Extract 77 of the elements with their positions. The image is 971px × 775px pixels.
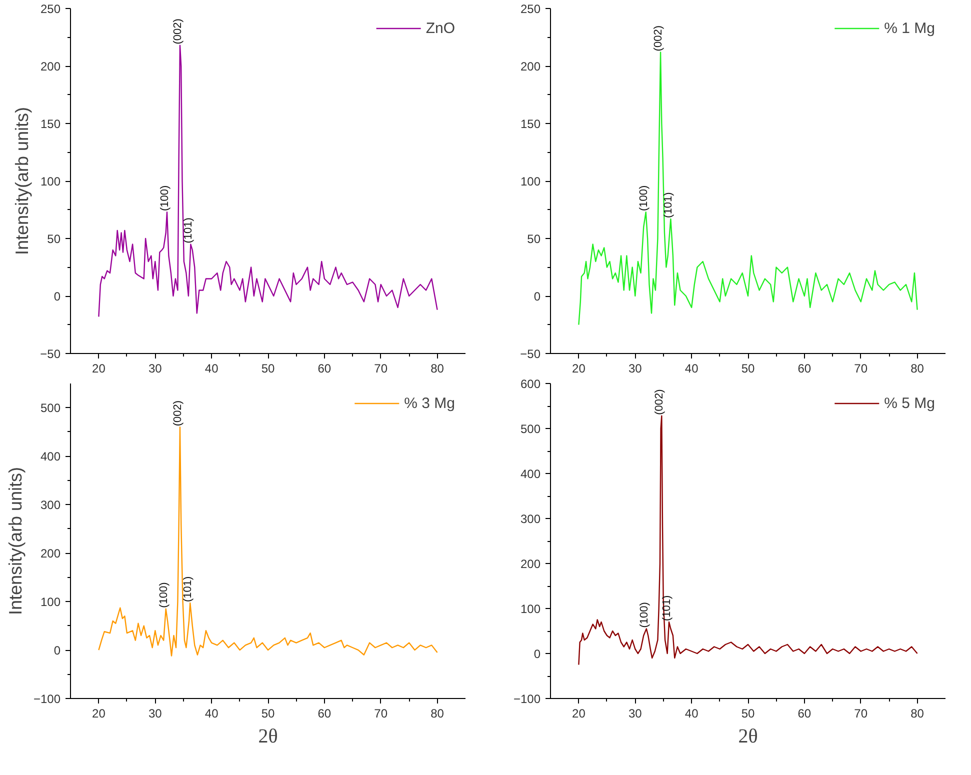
x-tick-label: 30 [628, 362, 642, 376]
x-tick-label: 50 [741, 706, 755, 720]
annotation: (100) [158, 185, 171, 212]
x-tick-label: 20 [92, 706, 106, 720]
x-tick-label: 40 [204, 362, 219, 376]
x-tick-label: 50 [741, 362, 755, 376]
annotation: (002) [172, 400, 184, 426]
x-tick-label: 40 [684, 706, 699, 720]
y-tick-label: 400 [520, 467, 541, 481]
x-tick-label: 70 [374, 706, 388, 720]
legend-label: % 5 Mg [884, 394, 935, 412]
x-tick-label: 30 [148, 706, 162, 720]
y-tick-label: 150 [40, 117, 61, 131]
x-axis-title: 2θ [258, 726, 278, 748]
annotation: (002) [654, 389, 666, 415]
y-tick-label: 500 [520, 422, 541, 436]
y-tick-label: 0 [534, 647, 541, 661]
x-tick-label: 80 [910, 362, 924, 376]
annotation: (100) [638, 602, 650, 628]
y-tick-label: 200 [520, 60, 541, 74]
x-tick-label: 70 [854, 362, 868, 376]
legend-label: % 1 Mg [884, 20, 935, 36]
y-tick-label: 600 [520, 377, 541, 391]
y-tick-label: 0 [54, 290, 61, 304]
y-tick-label: 0 [534, 290, 541, 304]
x-tick-label: 70 [374, 362, 388, 376]
x-tick-label: 20 [572, 362, 586, 376]
annotation: (101) [182, 576, 194, 602]
y-tick-label: 300 [40, 498, 61, 512]
x-tick-label: 80 [430, 362, 444, 376]
y-tick-label: 250 [520, 2, 541, 16]
x-tick-label: 60 [318, 362, 332, 376]
x-tick-label: 40 [684, 362, 699, 376]
x-tick-label: 20 [572, 706, 586, 720]
y-tick-label: 100 [40, 595, 61, 610]
y-tick-label: −50 [40, 347, 61, 361]
y-tick-label: 100 [40, 174, 61, 188]
y-tick-label: 100 [520, 602, 541, 616]
y-tick-label: 200 [520, 557, 541, 571]
annotation: (101) [661, 595, 673, 621]
legend-label: ZnO [426, 20, 455, 36]
legend-label: % 3 Mg [404, 394, 455, 412]
y-axis-title: Intensity(arb units) [5, 466, 26, 616]
x-tick-label: 30 [148, 362, 162, 376]
x-tick-label: 50 [261, 362, 275, 376]
y-tick-label: −100 [33, 692, 61, 706]
x-axis-title: 2θ [738, 726, 758, 748]
x-tick-label: 60 [798, 362, 812, 376]
x-tick-label: 80 [910, 706, 924, 720]
y-tick-label: 250 [40, 2, 61, 16]
y-tick-label: 150 [520, 117, 541, 131]
x-tick-label: 60 [798, 706, 812, 720]
annotation: (100) [158, 582, 170, 608]
annotation: (100) [638, 185, 650, 212]
x-tick-label: 50 [261, 706, 275, 720]
x-tick-label: 60 [318, 706, 332, 720]
y-axis-title: Intensity(arb units) [12, 106, 32, 256]
y-tick-label: −50 [520, 347, 541, 361]
annotation: (101) [662, 192, 675, 218]
x-tick-label: 70 [854, 706, 868, 720]
y-tick-label: 500 [40, 401, 61, 416]
annotation: (002) [172, 18, 184, 44]
annotation: (002) [652, 26, 665, 52]
y-tick-label: 200 [40, 60, 61, 74]
y-tick-label: 200 [40, 546, 61, 561]
y-tick-label: 100 [520, 174, 541, 188]
annotation: (101) [182, 218, 195, 244]
y-tick-label: 50 [527, 232, 541, 246]
x-tick-label: 40 [204, 706, 219, 720]
y-tick-label: 400 [40, 450, 61, 464]
x-tick-label: 20 [92, 362, 106, 376]
y-tick-label: 300 [520, 512, 541, 526]
x-tick-label: 30 [628, 706, 642, 720]
y-tick-label: 0 [54, 644, 61, 658]
x-tick-label: 80 [430, 706, 444, 720]
y-tick-label: −100 [513, 692, 541, 706]
y-tick-label: 50 [47, 232, 61, 246]
